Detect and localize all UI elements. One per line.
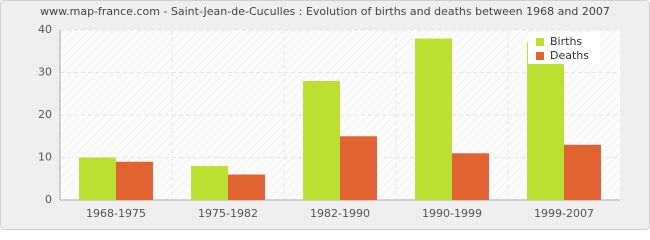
- bar: [564, 144, 601, 200]
- bar: [452, 153, 489, 200]
- chart: www.map-france.com - Saint-Jean-de-Cucul…: [0, 0, 650, 230]
- bar: [191, 166, 228, 200]
- x-tick-label: 1999-2007: [534, 207, 594, 220]
- legend-label: Births: [550, 35, 582, 48]
- legend-swatch: [536, 52, 544, 60]
- y-tick-label: 40: [38, 23, 52, 36]
- x-tick-label: 1968-1975: [86, 207, 146, 220]
- bar: [79, 157, 116, 200]
- bar: [303, 81, 340, 200]
- y-tick-label: 0: [45, 193, 52, 206]
- y-tick-label: 10: [38, 151, 52, 164]
- bar: [116, 161, 153, 200]
- legend-label: Deaths: [550, 49, 589, 62]
- bar: [527, 42, 564, 200]
- y-tick-label: 30: [38, 66, 52, 79]
- x-tick-label: 1982-1990: [310, 207, 370, 220]
- bar: [228, 174, 265, 200]
- chart-title: www.map-france.com - Saint-Jean-de-Cucul…: [40, 5, 610, 18]
- y-tick-label: 20: [38, 108, 52, 121]
- x-tick-label: 1990-1999: [422, 207, 482, 220]
- x-tick-label: 1975-1982: [198, 207, 258, 220]
- legend-swatch: [536, 38, 544, 46]
- bar: [340, 136, 377, 200]
- bar: [415, 38, 452, 200]
